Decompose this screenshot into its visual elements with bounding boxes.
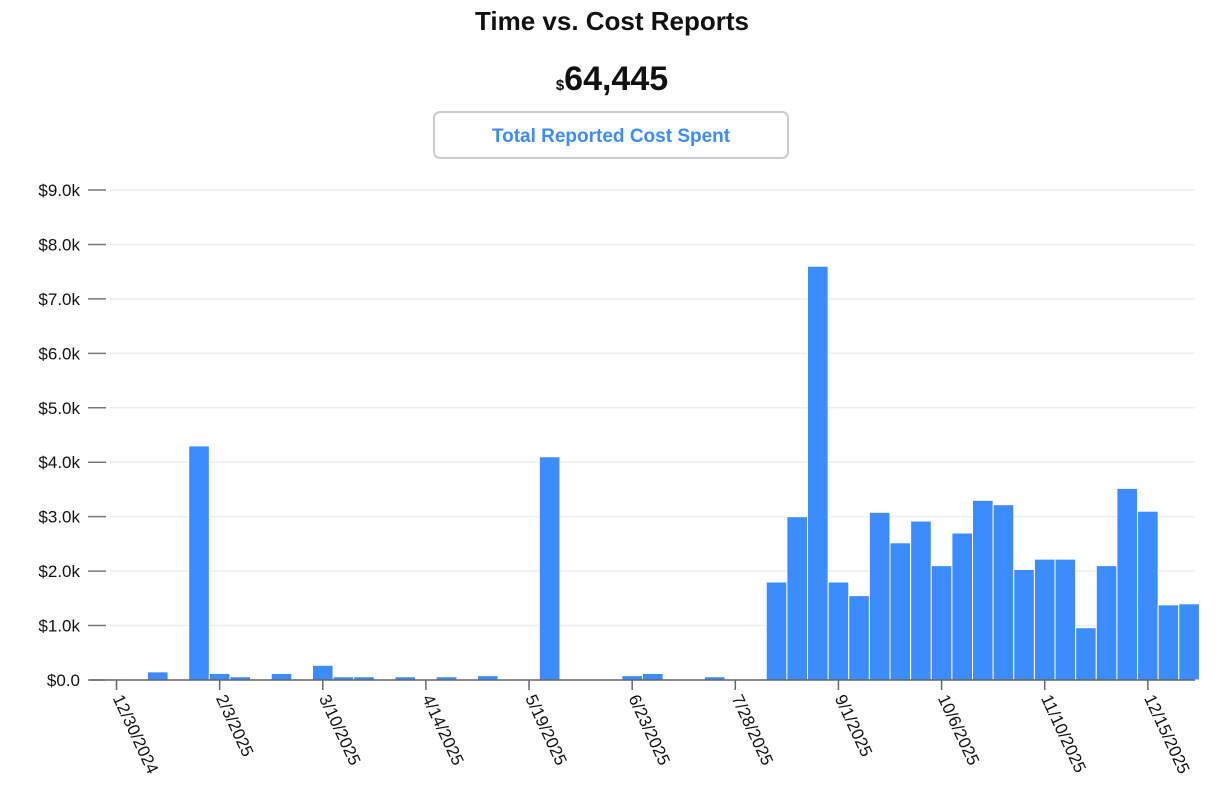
y-tick-label: $9.0k xyxy=(38,181,80,200)
chart-title: Time vs. Cost Reports xyxy=(475,6,749,36)
bar xyxy=(827,581,850,681)
x-tick-label: 12/15/2025 xyxy=(1140,692,1193,777)
bar xyxy=(992,504,1015,681)
bar xyxy=(1075,627,1097,681)
bar xyxy=(642,672,664,681)
y-tick-label: $1.0k xyxy=(38,617,80,636)
bar xyxy=(538,456,561,681)
bar xyxy=(868,511,891,681)
x-tick-label: 3/10/2025 xyxy=(315,692,364,769)
total-value: 64,445 xyxy=(564,60,668,98)
x-tick-label: 5/19/2025 xyxy=(521,692,570,769)
x-tick-label: 9/1/2025 xyxy=(831,692,876,760)
total: $64,445 xyxy=(556,60,668,98)
bar xyxy=(848,595,870,681)
y-tick-label: $3.0k xyxy=(38,508,80,527)
x-tick-label: 12/30/2024 xyxy=(109,692,162,777)
bar xyxy=(889,542,912,681)
bar xyxy=(930,565,953,681)
x-tick-label: 4/14/2025 xyxy=(418,692,467,769)
bar xyxy=(1157,604,1180,681)
x-tick-label: 6/23/2025 xyxy=(625,692,674,769)
bar xyxy=(270,672,293,681)
y-tick-label: $2.0k xyxy=(38,562,80,581)
x-tick-label: 2/3/2025 xyxy=(212,692,257,760)
x-tick-label: 11/10/2025 xyxy=(1037,692,1090,776)
bar xyxy=(786,516,809,681)
bar xyxy=(1095,565,1118,681)
x-tick-label: 10/6/2025 xyxy=(934,692,983,769)
y-tick-label: $7.0k xyxy=(38,290,80,309)
y-tick-label: $0.0 xyxy=(47,671,80,690)
bar xyxy=(972,499,994,681)
bar xyxy=(910,520,932,681)
bar xyxy=(146,671,169,681)
bar xyxy=(1178,603,1200,681)
y-tick-label: $6.0k xyxy=(38,344,80,363)
bar xyxy=(1013,568,1035,681)
total-prefix: $ xyxy=(556,77,565,94)
bar xyxy=(1054,558,1077,681)
y-tick-label: $8.0k xyxy=(38,235,80,254)
bar xyxy=(951,532,974,681)
x-tick-label: 7/28/2025 xyxy=(728,692,777,769)
bar xyxy=(807,265,829,681)
button[interactable] xyxy=(433,111,789,159)
bar xyxy=(208,672,231,681)
bar xyxy=(188,445,210,681)
bar xyxy=(1033,558,1056,681)
bar xyxy=(765,581,788,681)
button-label[interactable]: Total Reported Cost Spent xyxy=(492,126,731,147)
bar xyxy=(1116,487,1139,681)
bar xyxy=(311,664,334,681)
bar xyxy=(1137,510,1159,681)
y-tick-label: $4.0k xyxy=(38,453,80,472)
y-tick-label: $5.0k xyxy=(38,399,80,418)
